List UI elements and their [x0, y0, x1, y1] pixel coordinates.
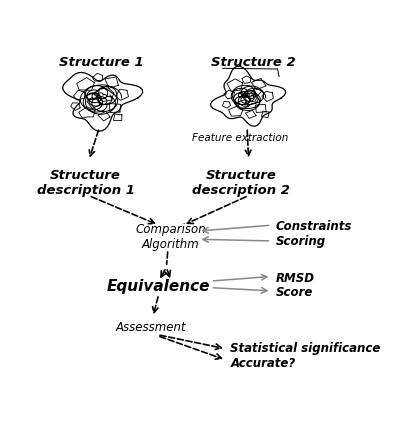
Text: Scoring: Scoring — [276, 235, 326, 248]
Text: Structure
description 1: Structure description 1 — [37, 168, 135, 196]
Text: Constraints: Constraints — [276, 219, 353, 232]
Text: Structure 2: Structure 2 — [211, 56, 296, 69]
Text: Equivalence: Equivalence — [107, 278, 211, 293]
Text: Comparison
Algorithm: Comparison Algorithm — [136, 222, 206, 250]
Text: Statistical significance
Accurate?: Statistical significance Accurate? — [230, 342, 381, 369]
Text: Feature extraction: Feature extraction — [192, 133, 288, 143]
Text: RMSD: RMSD — [276, 272, 315, 285]
Text: Structure
description 2: Structure description 2 — [192, 168, 290, 196]
Text: Assessment: Assessment — [116, 320, 186, 333]
Text: Structure 1: Structure 1 — [59, 56, 143, 69]
Text: Score: Score — [276, 286, 313, 299]
